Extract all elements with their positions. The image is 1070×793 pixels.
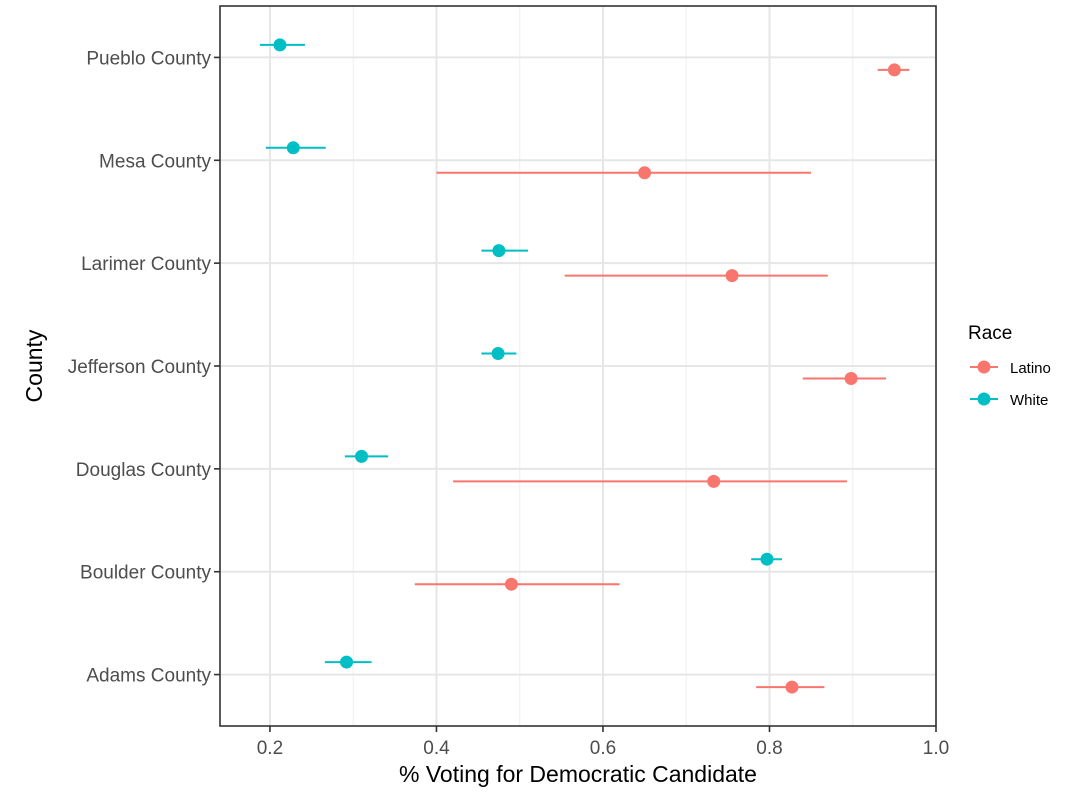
data-point: [286, 141, 300, 155]
legend-title: Race: [968, 323, 1012, 344]
data-point: [887, 63, 901, 77]
axes: 0.2 0.4 0.6 0.8 1.0 Adams County Boulder Count…: [68, 48, 950, 759]
y-tick-label: Adams County: [86, 666, 211, 687]
data-point: [638, 166, 652, 180]
legend-label: Latino: [1010, 360, 1051, 377]
x-tick-label: 0.2: [257, 738, 283, 759]
y-tick-label: Larimer County: [81, 254, 211, 275]
data-point: [785, 680, 799, 694]
series-latino: [414, 63, 910, 694]
legend-item-latino: Latino: [970, 360, 1051, 377]
y-axis-title: County: [21, 329, 47, 402]
data-point: [340, 655, 354, 669]
data-point: [707, 474, 721, 488]
y-tick-label: Douglas County: [76, 460, 212, 481]
y-tick-label: Pueblo County: [86, 48, 211, 69]
data-point: [491, 347, 505, 360]
grid: [220, 6, 937, 726]
x-tick-label: 0.8: [756, 738, 782, 759]
data-point: [273, 38, 287, 52]
legend-key-point: [977, 392, 991, 406]
legend-key-point: [977, 360, 991, 374]
data-point: [355, 449, 369, 463]
legend-label: White: [1010, 392, 1048, 409]
y-tick-label: Mesa County: [99, 151, 211, 172]
legend-item-white: White: [970, 392, 1048, 409]
y-tick-label: Jefferson County: [68, 357, 212, 378]
x-tick-label: 0.6: [590, 738, 616, 759]
chart-marks: [259, 38, 910, 694]
data-point: [504, 577, 518, 591]
data-point: [844, 372, 858, 385]
x-axis-title: % Voting for Democratic Candidate: [399, 761, 757, 787]
y-tick-label: Boulder County: [80, 563, 211, 584]
x-tick-label: 1.0: [923, 738, 949, 759]
x-tick-label: 0.4: [423, 738, 450, 759]
data-point: [492, 244, 506, 258]
data-point: [760, 552, 774, 566]
legend: Race Latino White: [968, 323, 1051, 409]
data-point: [725, 269, 739, 283]
series-white: [259, 38, 782, 669]
